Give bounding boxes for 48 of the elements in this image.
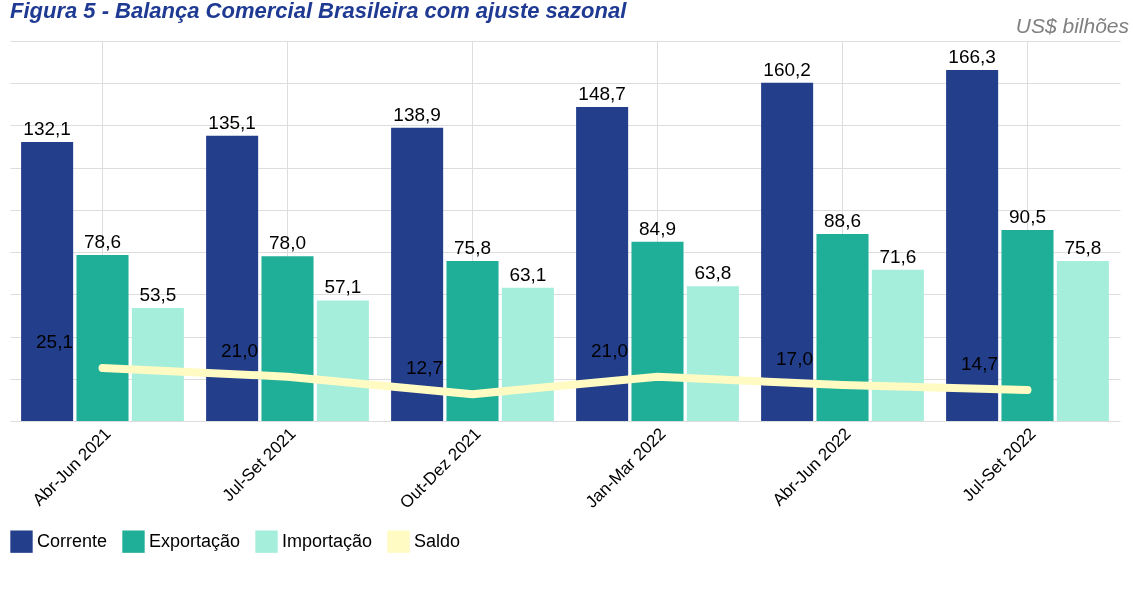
data-label: 63,8: [694, 262, 732, 284]
data-label: 21,0: [591, 339, 628, 361]
data-label: 25,1: [36, 331, 73, 353]
legend-label: Corrente: [37, 530, 108, 551]
bar: [631, 241, 684, 421]
bar: [76, 255, 129, 421]
bar: [21, 142, 74, 421]
data-label: 78,6: [84, 231, 121, 253]
bar: [206, 135, 259, 421]
data-label: 160,2: [763, 58, 811, 80]
legend-label: Importação: [282, 530, 373, 551]
data-label: 57,1: [324, 276, 362, 298]
bar: [816, 233, 869, 421]
bar: [1056, 260, 1109, 421]
data-label: 148,7: [578, 83, 626, 105]
bar: [131, 308, 184, 421]
data-label: 14,7: [961, 352, 998, 374]
data-label: 53,5: [139, 284, 177, 306]
data-label: 75,8: [1064, 236, 1102, 258]
data-label: 90,5: [1009, 205, 1046, 227]
data-label: 78,0: [269, 232, 306, 254]
bar: [1001, 229, 1054, 421]
chart-subtitle: US$ bilhões: [1015, 14, 1129, 38]
legend-label: Exportação: [149, 530, 241, 551]
data-label: 12,7: [406, 357, 443, 379]
bar: [316, 300, 369, 421]
bar: [686, 286, 739, 421]
data-label: 138,9: [393, 103, 441, 125]
data-label: 75,8: [454, 236, 491, 258]
data-label: 84,9: [639, 217, 676, 239]
bar: [261, 256, 314, 421]
bar: [391, 127, 444, 421]
data-label: 17,0: [776, 348, 813, 370]
data-label: 71,6: [879, 245, 917, 267]
bar: [946, 69, 999, 421]
bar: [761, 82, 814, 421]
bar: [501, 287, 554, 421]
bar: [576, 107, 629, 421]
data-label: 63,1: [509, 263, 547, 285]
legend-label: Saldo: [414, 530, 461, 551]
data-label: 88,6: [824, 209, 861, 231]
data-label: 21,0: [221, 339, 258, 361]
data-label: 132,1: [23, 118, 71, 140]
bar: [446, 260, 499, 421]
bar: [871, 269, 924, 421]
data-label: 135,1: [208, 111, 256, 133]
chart-title: Figura 5 - Balança Comercial Brasileira com ajuste sazonal: [10, 0, 628, 23]
data-label: 166,3: [948, 45, 996, 67]
